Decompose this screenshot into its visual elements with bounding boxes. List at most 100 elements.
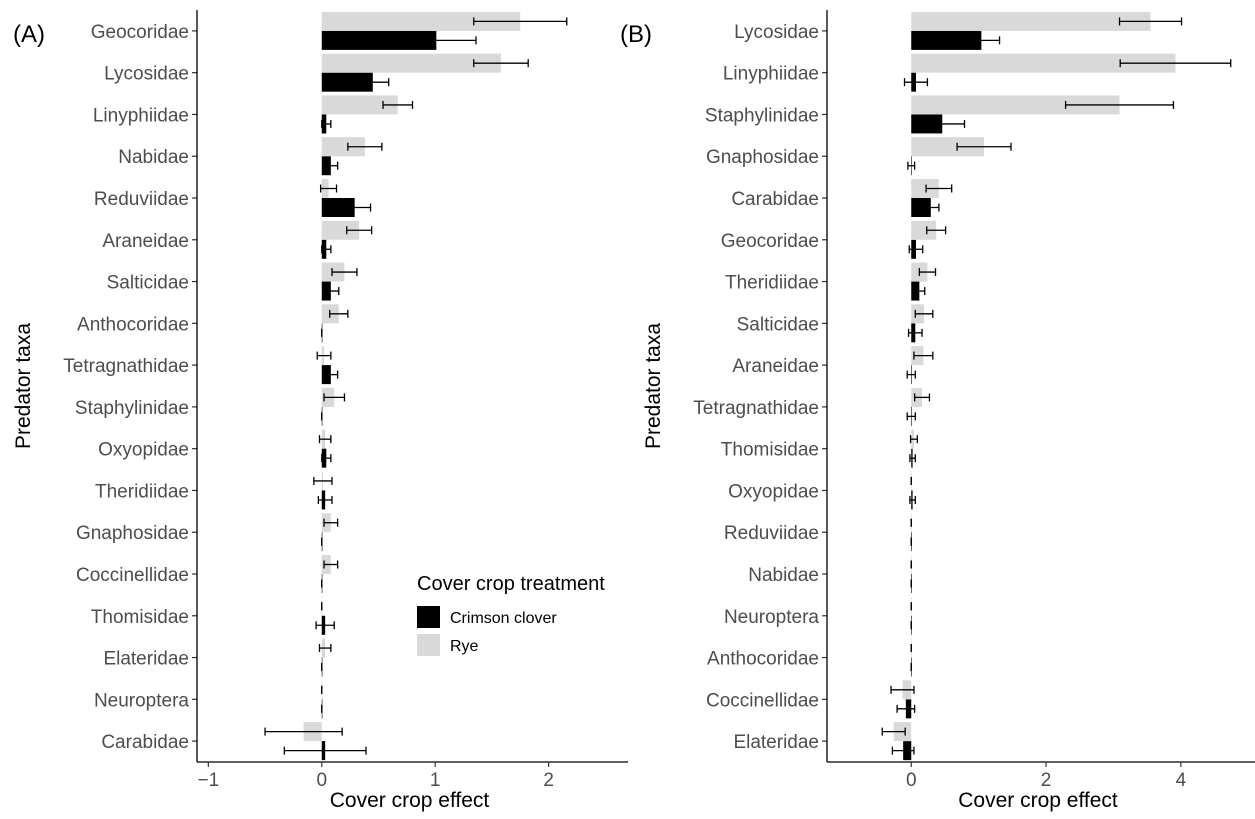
error-bar-crimson-clover-thomisidae (909, 454, 916, 463)
error-bar-crimson-clover-reduviidae (338, 203, 372, 212)
y-tick-label: Anthocoridae (77, 314, 189, 335)
error-bar-crimson-clover-tetragnathidae (323, 370, 339, 379)
y-tick-label: Linyphiidae (723, 64, 819, 85)
error-bar-rye-thomisidae (909, 435, 918, 444)
panel-a: (A) Geocoridae Lycosidae Linyphiidae Nabidae… (12, 10, 628, 812)
y-tick-label: Geocoridae (721, 231, 819, 252)
y-tick-label: Thomisidae (721, 440, 819, 461)
bar-crimson-clover-lycosidae (321, 72, 373, 92)
y-tick-label: Coccinellidae (76, 565, 189, 586)
error-bar-crimson-clover-carabidae (922, 203, 940, 212)
y-tick-label: Geocoridae (91, 22, 189, 43)
y-tick-label: Gnaphosidae (706, 147, 819, 168)
y-tick-label: Neuroptera (94, 690, 189, 711)
y-tick-label: Oxyopidae (98, 440, 189, 461)
bar-rye-nabidae (321, 137, 365, 157)
bar-crimson-clover-geocoridae (321, 30, 437, 50)
error-bar-rye-lycosidae (1118, 17, 1183, 26)
bar-rye-carabidae (911, 179, 939, 198)
error-bar-crimson-clover-coccinellidae (896, 704, 916, 713)
y-tick-label: Nabidae (748, 565, 819, 586)
error-bar-rye-anthocoridae (329, 309, 349, 318)
error-bar-crimson-clover-geocoridae (908, 245, 924, 254)
error-bar-rye-salticidae (331, 268, 358, 277)
error-bar-rye-salticidae (914, 309, 934, 318)
error-bar-crimson-clover-araneidae (906, 370, 916, 379)
y-tick-label: Tetragnathidae (693, 398, 819, 419)
x-axis-title: Cover crop effect (958, 789, 1118, 812)
error-bar-rye-araneidae (346, 226, 373, 235)
bar-rye-linyphiidae (911, 53, 1176, 73)
y-tick-label: Elateridae (103, 649, 189, 670)
panel-b: (B) Lycosidae Linyphiidae Staphylinidae Gnap… (620, 10, 1255, 812)
x-tick-label: 0 (316, 770, 327, 791)
error-bar-rye-carabidae (264, 727, 343, 736)
y-tick-label: Carabidae (101, 732, 189, 753)
bar-rye-lycosidae (321, 53, 501, 73)
legend-title: Cover crop treatment (417, 573, 605, 595)
bar-rye-lycosidae (911, 11, 1151, 31)
y-tick-label: Carabidae (731, 189, 819, 210)
x-tick-label: 4 (1176, 770, 1187, 791)
x-axis-title: Cover crop effect (330, 789, 490, 812)
bar-crimson-clover-carabidae (911, 198, 931, 217)
bar-rye-geocoridae (911, 220, 937, 240)
y-tick-label: Salticidae (107, 273, 189, 294)
error-bar-crimson-clover-tetragnathidae (906, 412, 916, 421)
y-tick-label: Tetragnathidae (63, 356, 189, 377)
error-bar-rye-staphylinidae (323, 393, 346, 402)
y-axis-title: Predator taxa (12, 323, 35, 449)
legend-swatch-crimson-clover (417, 606, 440, 628)
error-bar-crimson-clover-theridiidae (317, 495, 333, 504)
bar-rye-geocoridae (321, 11, 521, 31)
error-bar-crimson-clover-staphylinidae (919, 119, 966, 128)
y-tick-label: Lycosidae (104, 64, 189, 85)
bar-rye-araneidae (321, 220, 360, 240)
error-bar-rye-geocoridae (473, 17, 568, 26)
y-tick-label: Lycosidae (734, 22, 819, 43)
x-tick-label: −1 (198, 770, 220, 791)
error-bar-crimson-clover-salticidae (907, 328, 923, 337)
x-tick-label: 2 (1041, 770, 1052, 791)
error-bar-rye-linyphiidae (1119, 59, 1232, 68)
error-bar-crimson-clover-lycosidae (356, 78, 390, 87)
error-bar-rye-tetragnathidae (316, 351, 332, 360)
y-tick-label: Araneidae (732, 356, 819, 377)
error-bar-rye-araneidae (913, 351, 934, 360)
error-bar-rye-nabidae (347, 142, 383, 151)
y-tick-label: Gnaphosidae (76, 523, 189, 544)
error-bar-crimson-clover-elateridae (891, 746, 915, 755)
error-bar-crimson-clover-linyphiidae (321, 119, 332, 128)
error-bar-crimson-clover-gnaphosidae (907, 161, 916, 170)
error-bar-rye-gnaphosidae (323, 518, 339, 527)
error-bar-crimson-clover-carabidae (283, 746, 367, 755)
y-tick-label: Staphylinidae (705, 105, 819, 126)
error-bar-rye-geocoridae (926, 226, 947, 235)
error-bar-crimson-clover-lycosidae (962, 36, 1001, 45)
y-tick-label: Reduviidae (724, 523, 819, 544)
error-bar-crimson-clover-oxyopidae (321, 454, 332, 463)
error-bar-crimson-clover-salticidae (322, 287, 340, 296)
error-bar-crimson-clover-theridiidae (913, 287, 926, 296)
error-bar-crimson-clover-araneidae (321, 245, 332, 254)
y-tick-label: Theridiidae (725, 273, 819, 294)
y-tick-label: Reduviidae (94, 189, 189, 210)
error-bar-rye-staphylinidae (1064, 100, 1175, 109)
panel-label: (B) (620, 21, 652, 48)
y-tick-label: Neuroptera (724, 607, 819, 628)
error-bar-rye-elateridae (318, 644, 332, 653)
y-tick-label: Theridiidae (95, 481, 189, 502)
y-axis-title: Predator taxa (642, 323, 665, 449)
x-tick-label: 1 (430, 770, 441, 791)
x-tick-label: 2 (543, 770, 554, 791)
error-bar-rye-theridiidae (313, 476, 333, 485)
y-tick-label: Thomisidae (91, 607, 189, 628)
bar-crimson-clover-lycosidae (911, 30, 982, 50)
bar-rye-staphylinidae (911, 95, 1120, 115)
error-bar-rye-elateridae (881, 727, 906, 736)
y-tick-label: Nabidae (118, 147, 189, 168)
error-bar-rye-theridiidae (918, 268, 937, 277)
y-tick-label: Coccinellidae (706, 690, 819, 711)
error-bar-crimson-clover-thomisidae (315, 621, 335, 630)
